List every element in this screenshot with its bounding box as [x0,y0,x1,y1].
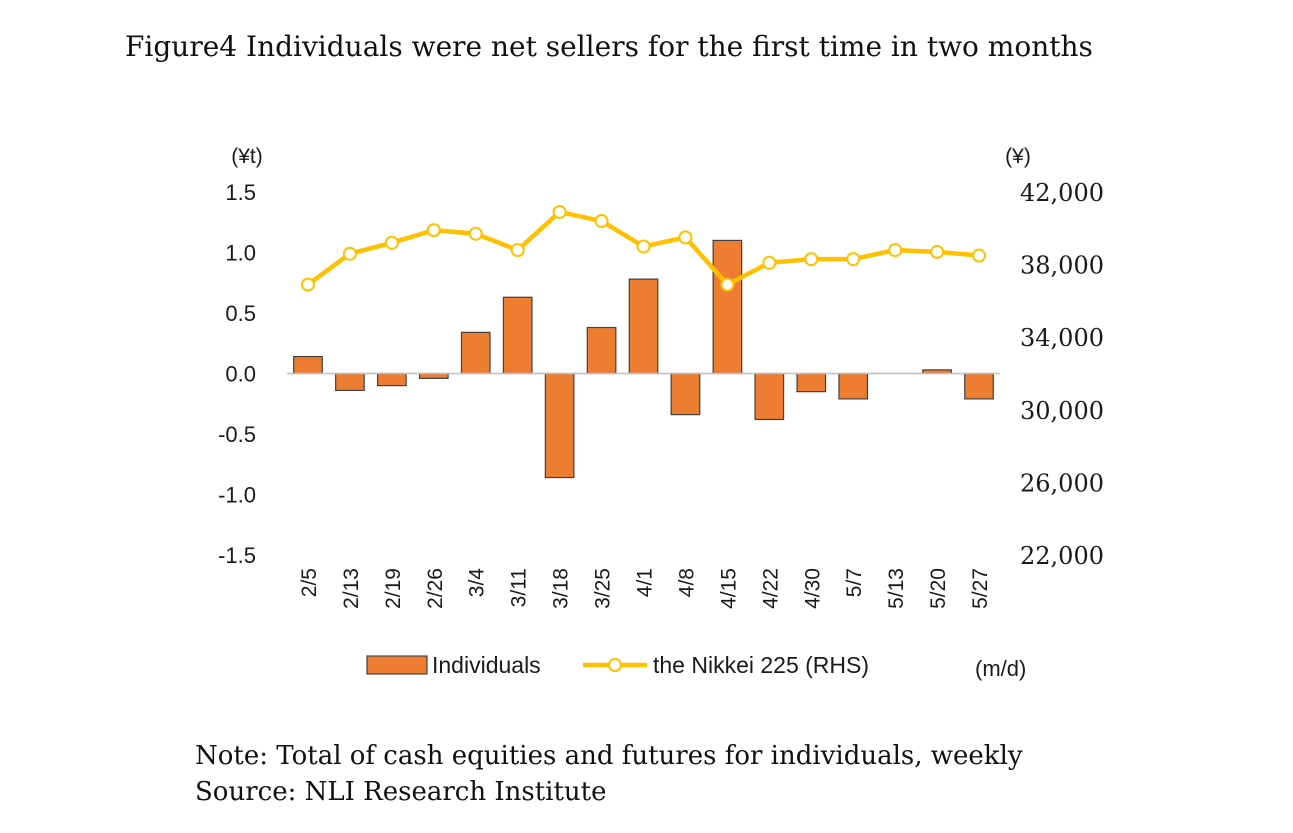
point-nikkei-3/25 [594,214,609,229]
point-nikkei-2/19 [384,235,399,250]
right-tick-label: 30,000 [1020,397,1104,425]
left-tick-label: 1.5 [225,180,256,205]
x-tick-label: 2/19 [382,568,405,609]
left-axis-unit: (¥t) [231,145,263,168]
right-axis-unit: (¥) [1005,145,1031,168]
point-nikkei-3/11 [510,243,525,258]
bar-individuals-4/22 [754,372,785,421]
x-tick-label: 4/1 [634,568,657,597]
point-nikkei-3/4 [468,226,483,241]
bar-individuals-4/1 [628,278,659,375]
x-tick-label: 5/13 [885,568,908,609]
bar-individuals-2/5 [293,355,323,375]
right-tick-label: 42,000 [1020,179,1104,207]
legend-swatch-nikkei-marker [608,658,622,672]
chart-title: Figure4 Individuals were net sellers for… [125,30,1093,63]
point-nikkei-5/7 [846,252,861,267]
bar-individuals-4/15 [712,239,743,375]
point-nikkei-5/27 [972,248,987,263]
point-nikkei-4/1 [636,239,651,254]
left-tick-label: -1.5 [218,543,256,568]
point-nikkei-5/13 [888,243,903,258]
left-tick-label: 1.0 [225,241,256,266]
source-text: Source: NLI Research Institute [195,777,607,807]
point-nikkei-4/22 [762,255,777,270]
x-tick-label: 5/27 [969,568,992,609]
right-tick-label: 22,000 [1020,542,1104,570]
x-tick-label: 2/13 [340,568,363,609]
left-tick-label: -0.5 [218,422,256,447]
x-tick-label: 3/4 [466,568,489,598]
point-nikkei-2/13 [342,246,357,261]
left-tick-label: -1.0 [218,483,256,508]
bar-individuals-2/13 [335,372,365,392]
left-tick-label: 0.0 [225,362,256,387]
bar-individuals-5/7 [838,372,869,400]
right-tick-label: 26,000 [1020,469,1104,497]
bar-individuals-3/18 [544,372,575,479]
bar-individuals-4/8 [670,372,701,416]
point-nikkei-4/15 [720,277,735,292]
bar-individuals-4/30 [796,372,827,393]
bar-individuals-3/11 [502,296,533,375]
bar-individuals-3/25 [586,326,617,375]
point-nikkei-4/30 [804,252,819,267]
bar-individuals-5/27 [964,372,994,400]
legend-swatch-individuals [366,655,428,675]
left-tick-label: 0.5 [225,301,256,326]
x-tick-label: 3/11 [508,568,531,607]
x-tick-label: 3/18 [550,568,573,609]
point-nikkei-2/26 [426,223,441,238]
point-nikkei-2/5 [300,277,315,292]
legend-label-nikkei: the Nikkei 225 (RHS) [653,652,869,678]
bar-individuals-3/4 [460,331,491,375]
x-tick-label: 2/26 [424,568,447,609]
point-nikkei-4/8 [678,230,693,245]
legend-label-individuals: Individuals [432,652,541,678]
x-tick-label: 4/8 [675,568,698,597]
x-tick-label: 5/20 [927,568,950,609]
x-tick-label: 4/15 [717,568,740,609]
x-tick-label: 2/5 [298,568,321,597]
notes-block: Note: Total of cash equities and futures… [195,738,1023,810]
x-tick-label: 5/7 [843,568,866,597]
x-tick-label: 4/30 [801,568,824,609]
x-tick-label: 3/25 [592,568,615,609]
bar-individuals-2/19 [376,372,407,387]
x-tick-label: 4/22 [759,568,782,609]
x-axis-unit: (m/d) [975,656,1026,681]
note-text: Note: Total of cash equities and futures… [195,741,1023,771]
right-tick-label: 38,000 [1020,252,1104,280]
point-nikkei-3/18 [552,204,567,219]
right-tick-label: 34,000 [1020,324,1104,352]
point-nikkei-5/20 [930,244,945,259]
